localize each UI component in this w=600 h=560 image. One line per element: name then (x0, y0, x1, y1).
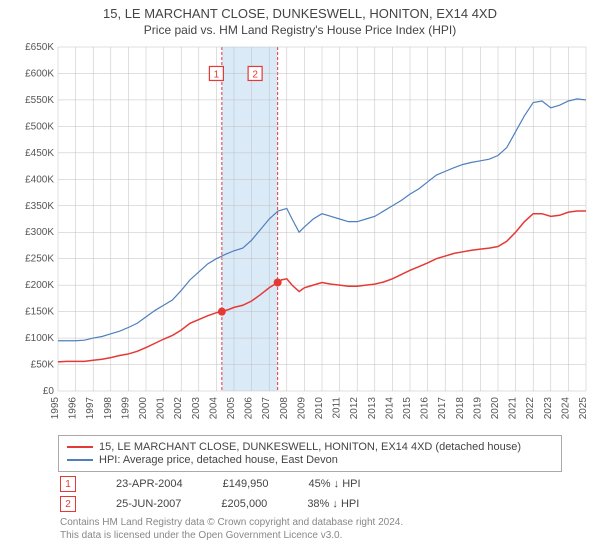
legend-swatch-hpi (67, 459, 93, 461)
annotation-marker-2: 2 (60, 496, 76, 512)
svg-text:2008: 2008 (279, 397, 290, 420)
svg-text:2004: 2004 (208, 397, 219, 420)
svg-text:1999: 1999 (120, 397, 131, 420)
svg-text:£200K: £200K (25, 280, 54, 291)
svg-text:2013: 2013 (367, 397, 378, 420)
svg-text:2015: 2015 (402, 397, 413, 420)
svg-text:£300K: £300K (25, 227, 54, 238)
annotation-price-1: £149,950 (223, 478, 269, 490)
page-title: 15, LE MARCHANT CLOSE, DUNKESWELL, HONIT… (8, 6, 592, 21)
svg-text:2017: 2017 (437, 397, 448, 420)
price-chart: £0 £50K £100K £150K £200K £250K £300K £350K £400… (8, 41, 592, 431)
svg-text:2003: 2003 (191, 397, 202, 420)
legend-swatch-property (67, 446, 93, 448)
svg-text:1998: 1998 (103, 397, 114, 420)
page-subtitle: Price paid vs. HM Land Registry's House … (8, 23, 592, 37)
svg-text:£50K: £50K (31, 360, 55, 371)
svg-text:2012: 2012 (349, 397, 360, 420)
annotation-date-2: 25-JUN-2007 (116, 498, 181, 510)
footer-line-1: Contains HM Land Registry data © Crown c… (60, 516, 592, 529)
svg-text:£250K: £250K (25, 254, 54, 265)
svg-text:2005: 2005 (226, 397, 237, 420)
svg-text:2002: 2002 (173, 397, 184, 420)
svg-text:2021: 2021 (508, 397, 519, 420)
svg-text:£0: £0 (43, 386, 55, 397)
svg-text:1996: 1996 (68, 397, 79, 420)
svg-text:2000: 2000 (138, 397, 149, 420)
legend-item-hpi: HPI: Average price, detached house, East… (67, 454, 553, 466)
svg-text:£650K: £650K (25, 42, 54, 53)
svg-text:£100K: £100K (25, 333, 54, 344)
svg-text:2007: 2007 (261, 397, 272, 420)
legend-item-property: 15, LE MARCHANT CLOSE, DUNKESWELL, HONIT… (67, 441, 553, 453)
svg-text:2014: 2014 (384, 397, 395, 420)
annotation-date-1: 23-APR-2004 (116, 478, 183, 490)
svg-text:2010: 2010 (314, 397, 325, 420)
svg-text:£400K: £400K (25, 174, 54, 185)
svg-text:2024: 2024 (560, 397, 571, 420)
footer-line-2: This data is licensed under the Open Gov… (60, 529, 592, 542)
svg-text:£350K: £350K (25, 201, 54, 212)
svg-text:2023: 2023 (543, 397, 554, 420)
svg-text:1995: 1995 (50, 397, 61, 420)
svg-text:2022: 2022 (525, 397, 536, 420)
svg-text:2020: 2020 (490, 397, 501, 420)
chart-svg: £0 £50K £100K £150K £200K £250K £300K £350K £400… (8, 41, 592, 431)
svg-text:2018: 2018 (455, 397, 466, 420)
legend-label-hpi: HPI: Average price, detached house, East… (99, 454, 338, 466)
svg-text:£550K: £550K (25, 95, 54, 106)
svg-text:2: 2 (252, 69, 258, 80)
svg-text:£150K: £150K (25, 307, 54, 318)
svg-text:2011: 2011 (332, 397, 343, 419)
footer: Contains HM Land Registry data © Crown c… (60, 516, 592, 542)
svg-text:2019: 2019 (472, 397, 483, 420)
svg-text:2001: 2001 (156, 397, 167, 420)
svg-text:£450K: £450K (25, 148, 54, 159)
annotation-row-2: 2 25-JUN-2007 £205,000 38% ↓ HPI (60, 496, 592, 512)
legend-label-property: 15, LE MARCHANT CLOSE, DUNKESWELL, HONIT… (99, 441, 521, 453)
svg-text:£600K: £600K (25, 68, 54, 79)
svg-text:2006: 2006 (244, 397, 255, 420)
annotation-price-2: £205,000 (221, 498, 267, 510)
legend: 15, LE MARCHANT CLOSE, DUNKESWELL, HONIT… (58, 435, 562, 472)
annotation-delta-2: 38% ↓ HPI (307, 498, 359, 510)
svg-text:2025: 2025 (578, 397, 589, 420)
svg-text:1997: 1997 (85, 397, 96, 420)
annotation-marker-1: 1 (60, 476, 76, 492)
svg-text:£500K: £500K (25, 121, 54, 132)
annotation-row-1: 1 23-APR-2004 £149,950 45% ↓ HPI (60, 476, 592, 492)
annotation-delta-1: 45% ↓ HPI (309, 478, 361, 490)
svg-text:1: 1 (214, 69, 220, 80)
svg-text:2009: 2009 (296, 397, 307, 420)
svg-text:2016: 2016 (420, 397, 431, 420)
